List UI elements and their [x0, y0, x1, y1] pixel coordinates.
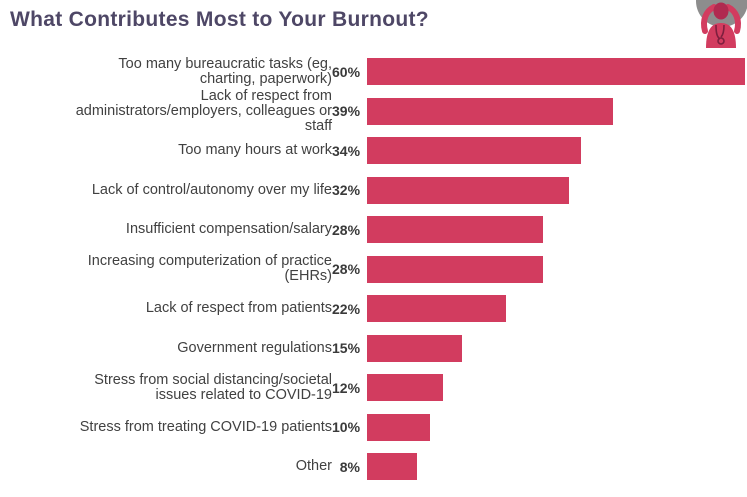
chart-row: Lack of respect from administrators/emplo…	[0, 87, 747, 134]
chart-row: Stress from treating COVID-19 patients 10…	[0, 408, 747, 448]
page-title: What Contributes Most to Your Burnout?	[10, 8, 429, 31]
category-label: Lack of respect from patients	[145, 300, 332, 317]
value-label: 60%	[332, 63, 361, 80]
chart-row: Government regulations 15%	[0, 329, 747, 369]
chart-row: Too many bureaucratic tasks (eg, charting…	[0, 52, 747, 92]
value-label: 32%	[332, 182, 361, 199]
bar-track	[367, 97, 745, 125]
bar	[367, 295, 506, 323]
bar	[367, 97, 613, 125]
bar-track	[367, 137, 745, 165]
bar-track	[367, 255, 745, 283]
category-label: Lack of respect from administrators/emplo…	[75, 87, 332, 134]
value-label: 22%	[332, 300, 361, 317]
bar	[367, 374, 443, 402]
chart-row: Other 8%	[0, 447, 747, 487]
bar	[367, 453, 418, 481]
bar	[367, 255, 544, 283]
bar-track	[367, 334, 745, 362]
category-label: Other	[295, 458, 332, 475]
bar	[367, 137, 582, 165]
chart-row: Lack of respect from patients 22%	[0, 289, 747, 329]
category-label: Increasing computerization of practice (E…	[87, 253, 332, 285]
bar	[367, 413, 431, 441]
category-label: Government regulations	[177, 339, 332, 356]
chart-row: Increasing computerization of practice (E…	[0, 250, 747, 290]
value-label: 15%	[332, 340, 361, 357]
bar-track	[367, 295, 745, 323]
chart-row: Lack of control/autonomy over my life 32%	[0, 171, 747, 211]
value-label: 34%	[332, 142, 361, 159]
bar-track	[367, 58, 746, 86]
value-label: 10%	[332, 419, 361, 436]
category-label: Insufficient compensation/salary	[125, 221, 332, 238]
value-label: 12%	[332, 379, 361, 396]
bar-chart: Too many bureaucratic tasks (eg, charting…	[0, 52, 747, 487]
value-label: 28%	[332, 221, 361, 238]
chart-row: Insufficient compensation/salary 28%	[0, 210, 747, 250]
chart-row: Stress from social distancing/societal is…	[0, 368, 747, 408]
bar-track	[367, 176, 745, 204]
value-label: 8%	[339, 458, 360, 475]
value-label: 28%	[332, 261, 361, 278]
bar	[367, 216, 544, 244]
bar-track	[367, 216, 745, 244]
category-label: Lack of control/autonomy over my life	[91, 181, 332, 198]
category-label: Too many hours at work	[178, 142, 332, 159]
bar	[367, 334, 462, 362]
bar	[367, 176, 569, 204]
category-label: Stress from social distancing/societal is…	[94, 371, 332, 403]
category-label: Stress from treating COVID-19 patients	[79, 418, 332, 435]
bar-track	[367, 413, 745, 441]
bar-track	[367, 374, 745, 402]
bar-track	[367, 453, 745, 481]
chart-row: Too many hours at work 34%	[0, 131, 747, 171]
stressed-doctor-icon	[696, 0, 747, 48]
bar	[367, 58, 746, 86]
value-label: 39%	[332, 103, 361, 120]
category-label: Too many bureaucratic tasks (eg, charting…	[118, 55, 332, 87]
